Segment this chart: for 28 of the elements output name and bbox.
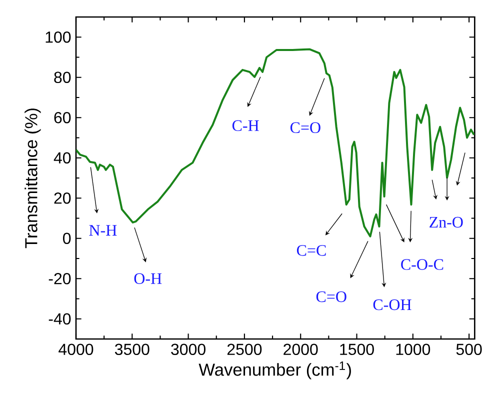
annotation: C=O (290, 122, 320, 134)
x-tick-label: 3000 (171, 344, 206, 356)
y-axis-title: Transmittance (%) (24, 108, 41, 248)
annotation: Zn-O (430, 216, 463, 228)
annotation: C-H (232, 120, 259, 132)
x-tick-label: 1000 (396, 344, 430, 356)
y-tick-label: -20 (48, 272, 71, 284)
annotation: N-H (89, 225, 117, 236)
x-tick-label: 500 (456, 344, 482, 356)
x-tick-label: 2500 (227, 344, 262, 356)
x-tick-label: 2000 (284, 344, 318, 356)
x-axis-title: Wavenumber (cm$^{-1}$) (198, 362, 351, 380)
y-tick-label: 40 (54, 152, 71, 164)
y-tick-label: 0 (63, 232, 71, 244)
x-tick-label: 3500 (114, 344, 150, 356)
x-tick-label: 4000 (58, 344, 94, 356)
annotation: O-H (134, 273, 162, 284)
y-tick-label: 60 (54, 112, 71, 124)
line-series (76, 48, 475, 238)
annotation: C-OH (373, 299, 412, 310)
annotation: C=O (316, 291, 346, 302)
x-tick-label: 1500 (340, 344, 374, 356)
annotation: C-O-C (401, 259, 444, 270)
annotation: C=C (296, 245, 326, 256)
y-tick-label: 20 (54, 192, 71, 204)
y-tick-label: 80 (54, 72, 71, 84)
y-tick-label: -40 (48, 313, 71, 325)
y-tick-label: 100 (46, 31, 71, 43)
